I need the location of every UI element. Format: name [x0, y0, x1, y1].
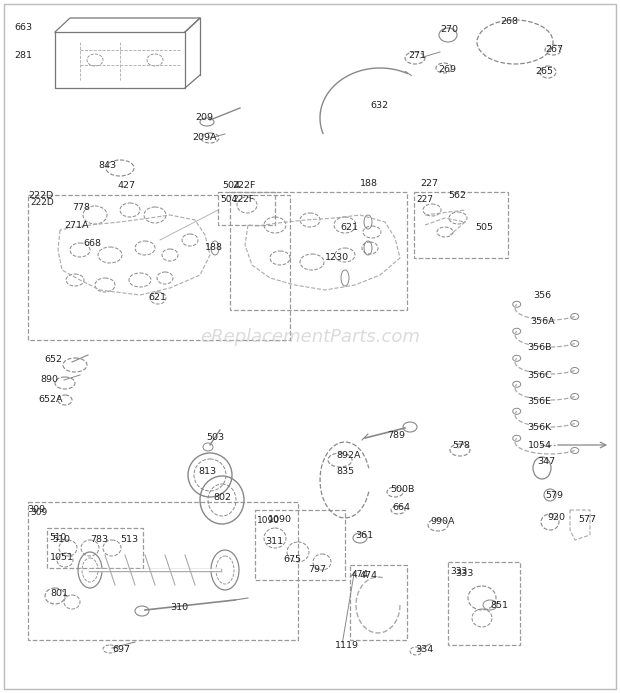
- Text: 356C: 356C: [527, 371, 552, 380]
- Bar: [28, 502, 298, 640]
- Text: 783: 783: [90, 536, 108, 545]
- Text: 427: 427: [117, 180, 135, 189]
- Text: 310: 310: [170, 602, 188, 611]
- Text: 271: 271: [408, 51, 426, 60]
- Text: 621: 621: [340, 224, 358, 232]
- Text: 333: 333: [455, 568, 474, 577]
- Text: 504: 504: [222, 180, 240, 189]
- Text: 227: 227: [416, 195, 433, 204]
- Bar: [28, 195, 290, 340]
- Text: 474: 474: [360, 570, 378, 579]
- Text: 356E: 356E: [527, 398, 551, 407]
- Text: 356K: 356K: [527, 423, 551, 432]
- Text: 835: 835: [336, 468, 354, 477]
- Text: 356: 356: [533, 290, 551, 299]
- Text: 504: 504: [220, 195, 237, 204]
- Text: 797: 797: [308, 565, 326, 574]
- Text: 843: 843: [98, 161, 116, 170]
- Text: 920: 920: [547, 514, 565, 523]
- Bar: [47, 528, 143, 568]
- Text: 664: 664: [392, 504, 410, 513]
- Text: 309: 309: [30, 508, 47, 517]
- Text: 347: 347: [537, 457, 555, 466]
- Text: eReplacementParts.com: eReplacementParts.com: [200, 328, 420, 346]
- Text: 510: 510: [52, 536, 70, 545]
- Text: 668: 668: [83, 238, 101, 247]
- Text: 675: 675: [283, 556, 301, 565]
- Text: 333: 333: [450, 567, 467, 576]
- Text: 579: 579: [545, 491, 563, 500]
- Text: 513: 513: [120, 536, 138, 545]
- Text: 990A: 990A: [430, 518, 454, 527]
- Text: 1230: 1230: [325, 252, 349, 261]
- Text: 271A: 271A: [64, 220, 89, 229]
- Text: 778: 778: [72, 204, 90, 213]
- Text: 270: 270: [440, 26, 458, 35]
- Text: 474: 474: [352, 570, 369, 579]
- Text: 334: 334: [415, 645, 433, 654]
- Text: 222D: 222D: [30, 198, 54, 207]
- Text: 227: 227: [420, 179, 438, 188]
- Text: 500B: 500B: [390, 486, 414, 495]
- Bar: [414, 192, 508, 258]
- Text: 222D: 222D: [28, 191, 53, 200]
- Text: 697: 697: [112, 645, 130, 654]
- Text: 265: 265: [535, 67, 553, 76]
- Text: 281: 281: [14, 51, 32, 60]
- Text: 813: 813: [198, 468, 216, 477]
- Text: 311: 311: [265, 536, 283, 545]
- Text: 309: 309: [27, 505, 45, 514]
- Text: 356A: 356A: [530, 317, 555, 326]
- Text: 1119: 1119: [335, 640, 359, 649]
- Text: 505: 505: [475, 224, 493, 232]
- Text: 188: 188: [205, 243, 223, 252]
- Text: 1051: 1051: [50, 554, 74, 563]
- Text: 209: 209: [195, 112, 213, 121]
- Text: 851: 851: [490, 601, 508, 610]
- Text: 890: 890: [40, 376, 58, 385]
- Text: 356B: 356B: [527, 344, 552, 353]
- Bar: [218, 192, 275, 225]
- Text: 222F: 222F: [232, 195, 254, 204]
- Text: 268: 268: [500, 17, 518, 26]
- Text: 510: 510: [49, 533, 66, 542]
- Text: 577: 577: [578, 516, 596, 525]
- Bar: [448, 562, 520, 645]
- Text: 621: 621: [148, 294, 166, 303]
- Text: 802: 802: [213, 493, 231, 502]
- Text: 801: 801: [50, 588, 68, 597]
- Text: 1090: 1090: [268, 516, 292, 525]
- Text: 652: 652: [44, 356, 62, 365]
- Text: 209A: 209A: [192, 134, 216, 143]
- Text: 222F: 222F: [232, 180, 255, 189]
- Text: 267: 267: [545, 46, 563, 55]
- Text: 663: 663: [14, 24, 32, 33]
- Text: 652A: 652A: [38, 396, 63, 405]
- Text: 361: 361: [355, 531, 373, 539]
- Bar: [350, 565, 407, 640]
- Text: 578: 578: [452, 441, 470, 450]
- Text: 269: 269: [438, 66, 456, 75]
- Text: 632: 632: [370, 100, 388, 109]
- Text: 1054: 1054: [528, 441, 552, 450]
- Text: 188: 188: [360, 179, 378, 188]
- Text: 562: 562: [448, 191, 466, 200]
- Text: 789: 789: [387, 430, 405, 439]
- Text: 892A: 892A: [336, 450, 360, 459]
- Text: 1090: 1090: [257, 516, 280, 525]
- Text: 503: 503: [206, 432, 224, 441]
- Bar: [255, 510, 345, 580]
- Bar: [230, 192, 407, 310]
